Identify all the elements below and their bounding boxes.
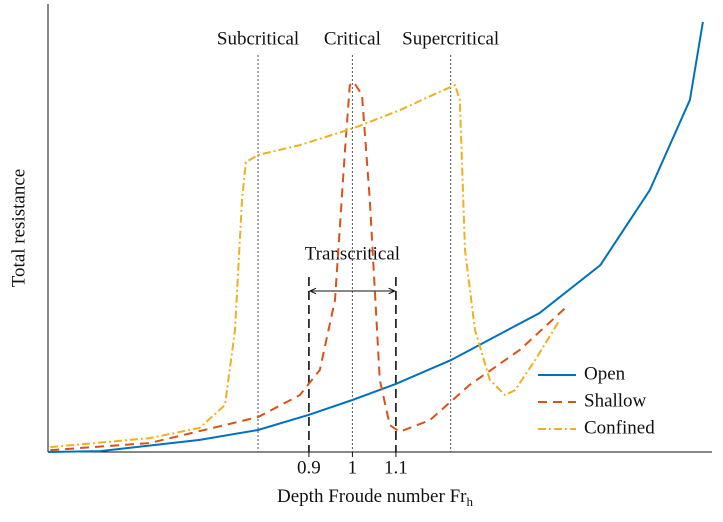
legend-label: Confined xyxy=(584,417,655,438)
region-label: Supercritical xyxy=(402,28,499,49)
x-axis-label-main: Depth Froude number Fr xyxy=(277,486,467,507)
region-label: Subcritical xyxy=(217,28,299,49)
x-tick-label: 1 xyxy=(348,457,358,478)
y-axis-label: Total resistance xyxy=(8,169,29,287)
x-axis-label: Depth Froude number Frh xyxy=(277,486,473,509)
series-line xyxy=(50,83,561,449)
x-tick-label: 1.1 xyxy=(384,457,408,478)
x-axis-label-subscript: h xyxy=(466,494,473,509)
series-line xyxy=(47,21,704,453)
legend-label: Open xyxy=(584,363,626,384)
series-line xyxy=(50,80,566,452)
region-label: Critical xyxy=(324,28,381,49)
legend-label: Shallow xyxy=(584,390,647,411)
span-label: Transcritical xyxy=(305,243,400,264)
x-tick-label: 0.9 xyxy=(297,457,321,478)
